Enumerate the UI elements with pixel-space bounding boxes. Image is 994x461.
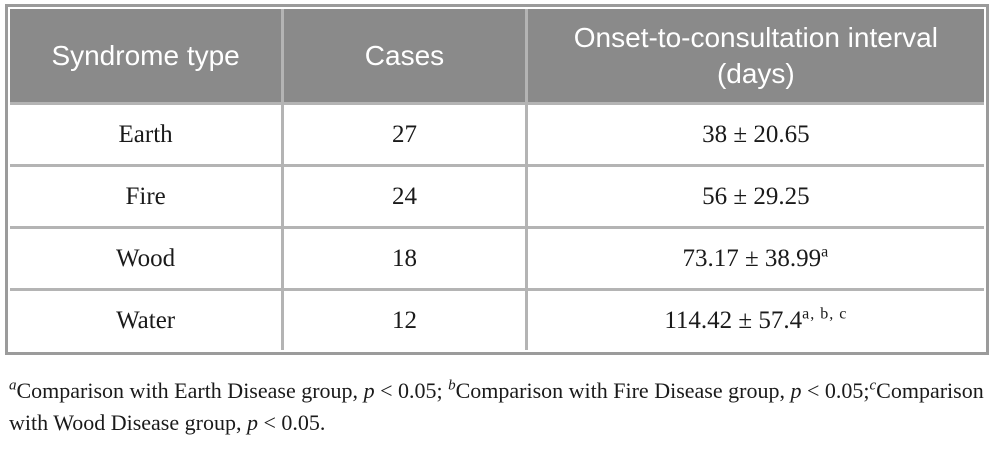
cell-syndrome: Fire (8, 164, 285, 229)
footnote-pvalue: < 0.05; (374, 378, 449, 403)
footnote-marker-b: b (448, 377, 456, 394)
p-value-symbol: p (790, 378, 802, 403)
footnote-text: Comparison with Fire Disease group, (455, 378, 791, 403)
interval-superscript: a, b, c (802, 305, 848, 323)
footnote-b: bComparison with Fire Disease group, p <… (448, 378, 869, 403)
footnotes: aComparison with Earth Disease group, p … (9, 375, 986, 439)
cell-interval: 56 ± 29.25 (524, 164, 986, 229)
syndrome-table: Syndrome type Cases Onset-to-consultatio… (8, 7, 986, 352)
footnote-text: Comparison with Wood Disease group, (9, 378, 984, 435)
footnote-a: aComparison with Earth Disease group, p … (9, 378, 448, 403)
interval-value: 38 ± 20.65 (702, 120, 810, 148)
footnote-pvalue: < 0.05; (801, 378, 870, 403)
table-row-fire: Fire 24 56 ± 29.25 (8, 164, 986, 229)
cell-cases: 24 (281, 164, 528, 229)
footnote-pvalue: < 0.05. (257, 409, 326, 435)
table-outer-border: Syndrome type Cases Onset-to-consultatio… (5, 4, 989, 355)
p-value-symbol: p (246, 409, 258, 435)
cell-cases: 12 (281, 288, 528, 352)
cell-syndrome: Earth (8, 102, 285, 167)
table-row-wood: Wood 18 73.17 ± 38.99a (8, 226, 986, 291)
table-row-water: Water 12 114.42 ± 57.4a, b, c (8, 288, 986, 352)
header-row: Syndrome type Cases Onset-to-consultatio… (8, 7, 986, 105)
cell-cases: 18 (281, 226, 528, 291)
interval-value: 114.42 ± 57.4 (664, 306, 803, 334)
cell-interval: 38 ± 20.65 (524, 102, 986, 167)
col-header-cases: Cases (281, 7, 528, 105)
interval-value: 73.17 ± 38.99 (682, 244, 822, 272)
footnote-marker-a: a (9, 377, 17, 394)
interval-superscript: a (821, 243, 830, 261)
cell-interval: 73.17 ± 38.99a (524, 226, 986, 291)
footnote-text: Comparison with Earth Disease group, (16, 378, 364, 403)
footnote-marker-c: c (869, 377, 877, 394)
cell-syndrome: Water (8, 288, 285, 352)
col-header-interval: Onset-to-consultation interval (days) (524, 7, 986, 105)
table-row-earth: Earth 27 38 ± 20.65 (8, 102, 986, 167)
interval-value: 56 ± 29.25 (702, 182, 810, 210)
cell-cases: 27 (281, 102, 528, 167)
col-header-syndrome-type: Syndrome type (8, 7, 285, 105)
cell-interval: 114.42 ± 57.4a, b, c (524, 288, 986, 352)
paper-table-figure: Syndrome type Cases Onset-to-consultatio… (0, 4, 994, 461)
footnote-c: cComparison with Wood Disease group, p <… (9, 378, 984, 435)
cell-syndrome: Wood (8, 226, 285, 291)
p-value-symbol: p (363, 378, 375, 403)
